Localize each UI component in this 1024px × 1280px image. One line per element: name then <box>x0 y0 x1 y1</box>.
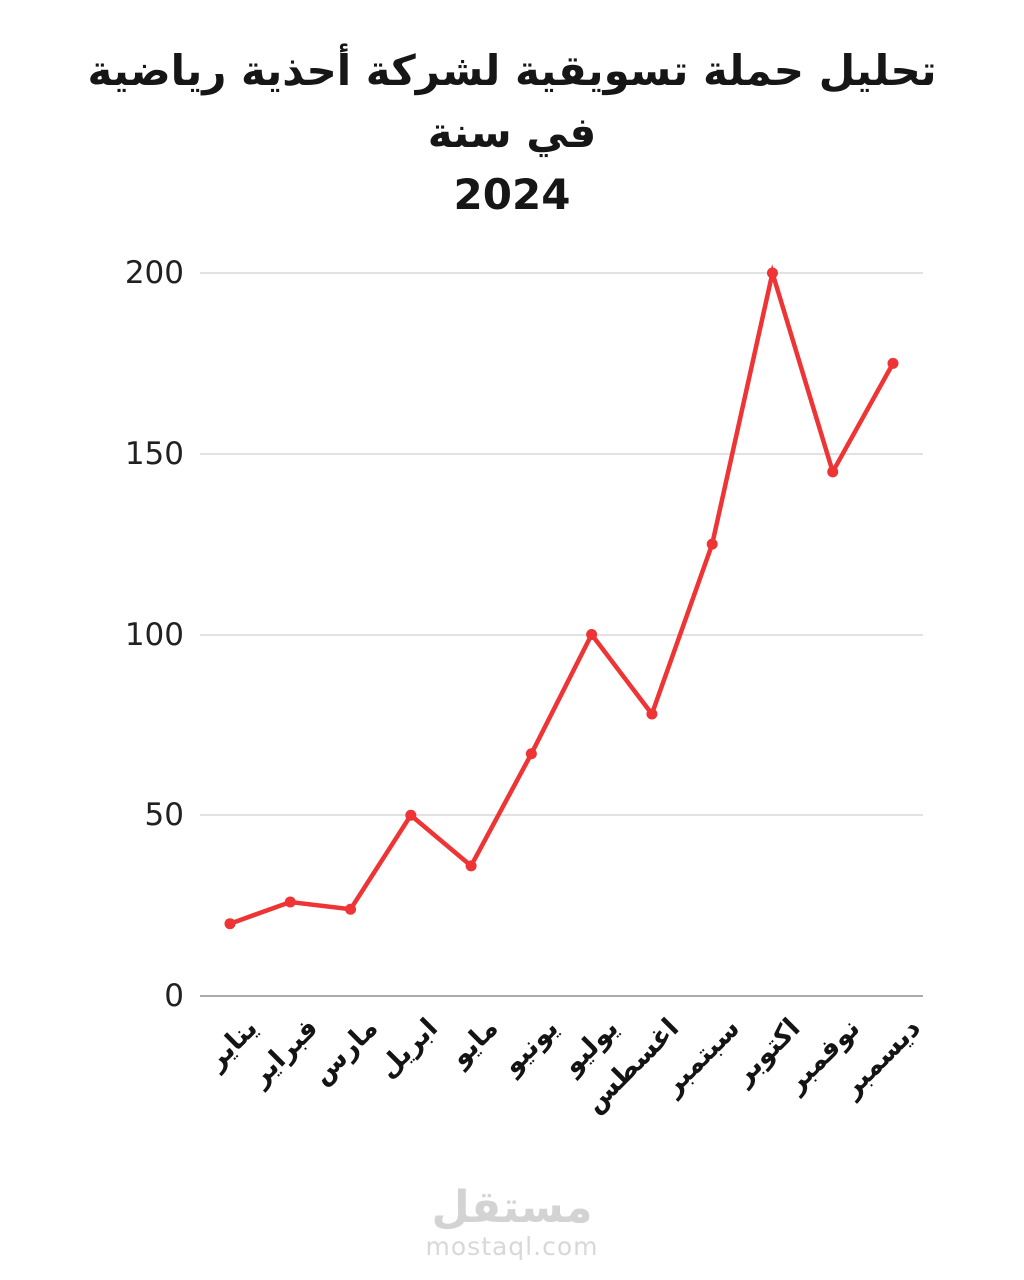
y-axis-tick-label: 0 <box>164 978 184 1014</box>
data-point <box>525 748 537 760</box>
data-point <box>706 538 718 550</box>
gridline <box>200 452 923 455</box>
data-point <box>766 267 778 279</box>
data-point <box>827 466 839 478</box>
watermark: مستقل mostaql.com <box>0 1182 1024 1262</box>
chart-title: تحليل حملة تسويقية لشركة أحذية رياضية في… <box>62 40 962 226</box>
y-axis-tick-label: 150 <box>124 435 184 472</box>
chart-title-line1: تحليل حملة تسويقية لشركة أحذية رياضية في… <box>87 46 937 158</box>
data-point <box>284 896 296 908</box>
y-axis-tick-label: 100 <box>124 616 184 653</box>
y-axis-tick-label: 50 <box>144 797 184 834</box>
gridline <box>200 814 923 817</box>
data-point <box>224 918 236 930</box>
data-line <box>227 264 896 926</box>
data-point <box>887 357 899 369</box>
gridline <box>200 995 923 997</box>
data-point <box>345 903 357 915</box>
watermark-domain: mostaql.com <box>425 1232 599 1261</box>
data-point <box>405 809 417 821</box>
y-axis-tick-label: 200 <box>124 255 184 291</box>
gridline <box>200 633 923 636</box>
data-point <box>646 708 658 720</box>
gridline <box>200 272 923 274</box>
chart-title-year: 2024 <box>453 170 571 220</box>
mostaql-logo: مستقل <box>431 1182 593 1233</box>
data-point <box>465 860 477 872</box>
data-point <box>586 629 598 640</box>
